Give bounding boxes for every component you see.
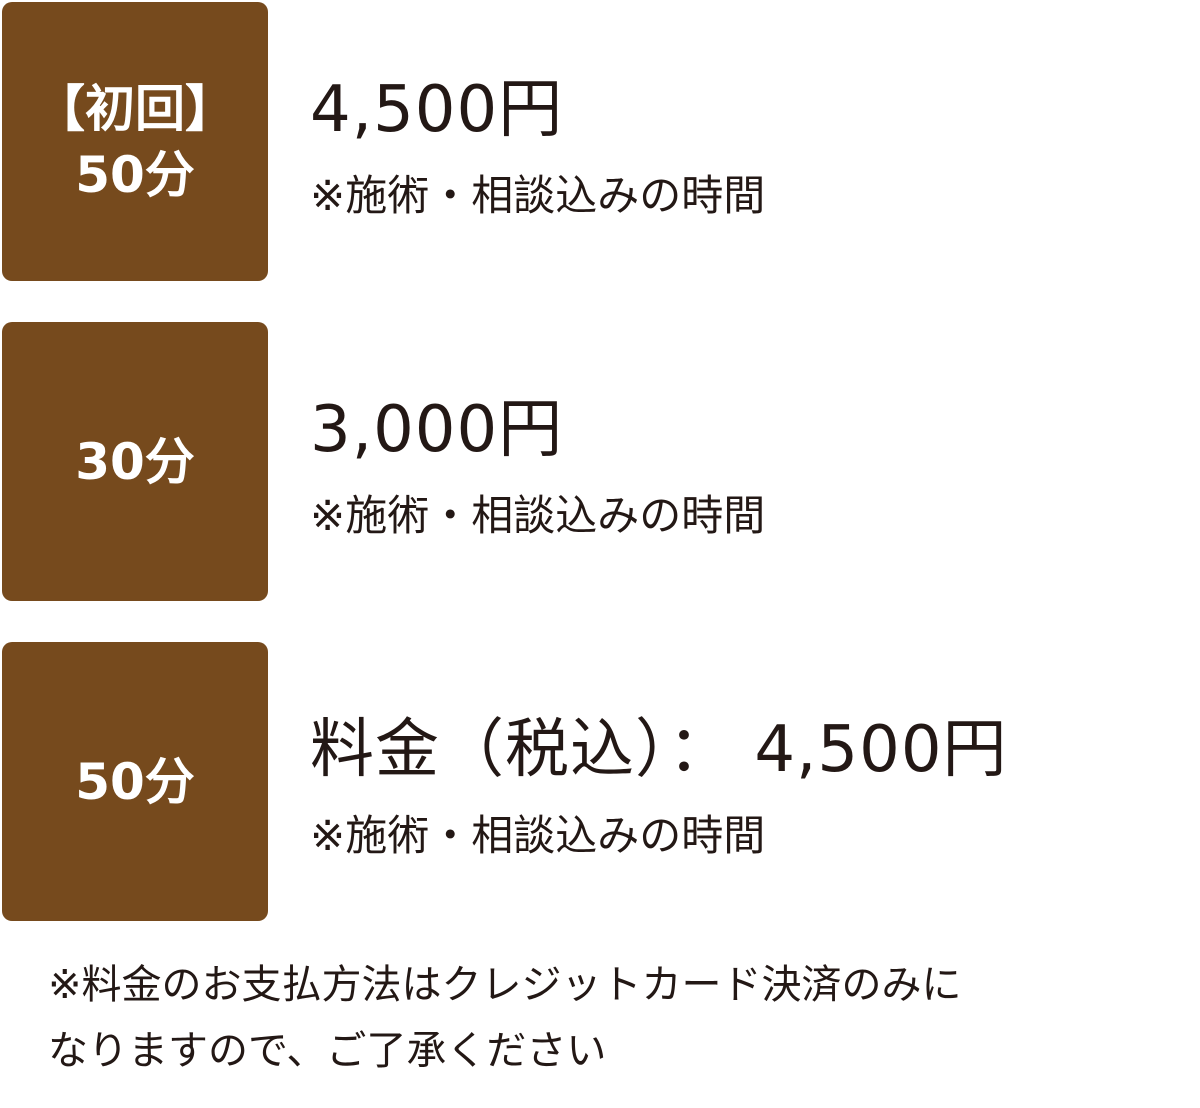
badge-duration: 30分 <box>75 432 195 491</box>
plan-price: 4,500円 <box>310 73 564 147</box>
plan-note: ※施術・相談込みの時間 <box>310 811 766 860</box>
payment-note-line: ※料金のお支払方法はクレジットカード決済のみに <box>48 962 962 1008</box>
payment-note: ※料金のお支払方法はクレジットカード決済のみに なりますので、ご了承ください <box>48 952 962 1084</box>
plan-note: ※施術・相談込みの時間 <box>310 491 766 540</box>
plan-badge: 30分 <box>2 322 268 601</box>
badge-duration: 50分 <box>75 145 195 204</box>
plan-price: 料金（税込）： 4,500円 <box>310 713 1008 787</box>
plan-row: 【初回】 50分 4,500円 ※施術・相談込みの時間 <box>0 2 1200 282</box>
plan-price: 3,000円 <box>310 393 564 467</box>
badge-duration: 50分 <box>75 752 195 811</box>
plan-row: 30分 3,000円 ※施術・相談込みの時間 <box>0 322 1200 602</box>
badge-label-first-visit: 【初回】 <box>35 79 235 138</box>
plan-row: 50分 料金（税込）： 4,500円 ※施術・相談込みの時間 <box>0 642 1200 922</box>
plan-badge: 【初回】 50分 <box>2 2 268 281</box>
plan-note: ※施術・相談込みの時間 <box>310 171 766 220</box>
plan-badge: 50分 <box>2 642 268 921</box>
payment-note-line: なりますので、ご了承ください <box>48 1028 607 1074</box>
